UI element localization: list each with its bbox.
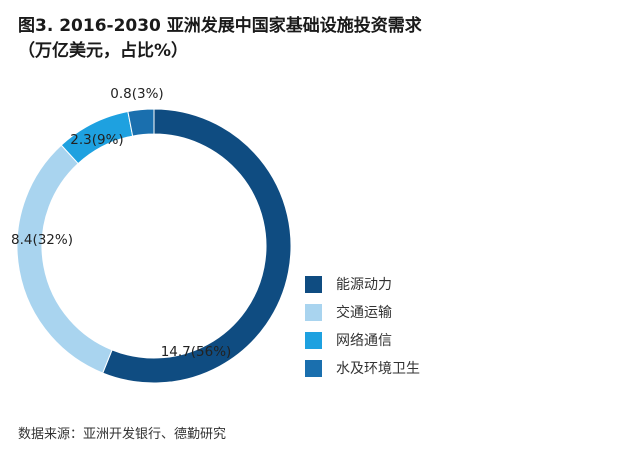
donut-slice-1 <box>16 144 113 374</box>
data-label: 14.7(56%) <box>161 344 232 360</box>
title-line-2: （万亿美元，占比%） <box>18 41 189 61</box>
source-note: 数据来源：亚洲开发银行、德勤研究 <box>18 427 227 442</box>
legend: 能源动力交通运输网络通信水及环境卫生 <box>305 270 420 382</box>
data-label: 2.3(9%) <box>70 132 123 148</box>
legend-label: 水及环境卫生 <box>336 361 420 377</box>
legend-label: 能源动力 <box>336 277 392 293</box>
legend-swatch <box>305 331 322 349</box>
legend-item: 水及环境卫生 <box>305 354 420 382</box>
data-label: 8.4(32%) <box>11 232 73 248</box>
donut-slice-0 <box>102 108 292 384</box>
legend-label: 网络通信 <box>336 333 392 349</box>
legend-item: 网络通信 <box>305 326 420 354</box>
data-label: 0.8(3%) <box>110 86 163 102</box>
legend-swatch <box>305 303 322 321</box>
legend-swatch <box>305 359 322 377</box>
legend-item: 交通运输 <box>305 298 420 326</box>
legend-swatch <box>305 275 322 293</box>
donut-slice-3 <box>127 108 155 137</box>
legend-label: 交通运输 <box>336 305 392 321</box>
chart-title: 图3. 2016-2030 亚洲发展中国家基础设施投资需求 （万亿美元，占比%） <box>18 14 422 64</box>
legend-item: 能源动力 <box>305 270 420 298</box>
title-line-1: 图3. 2016-2030 亚洲发展中国家基础设施投资需求 <box>18 16 422 36</box>
